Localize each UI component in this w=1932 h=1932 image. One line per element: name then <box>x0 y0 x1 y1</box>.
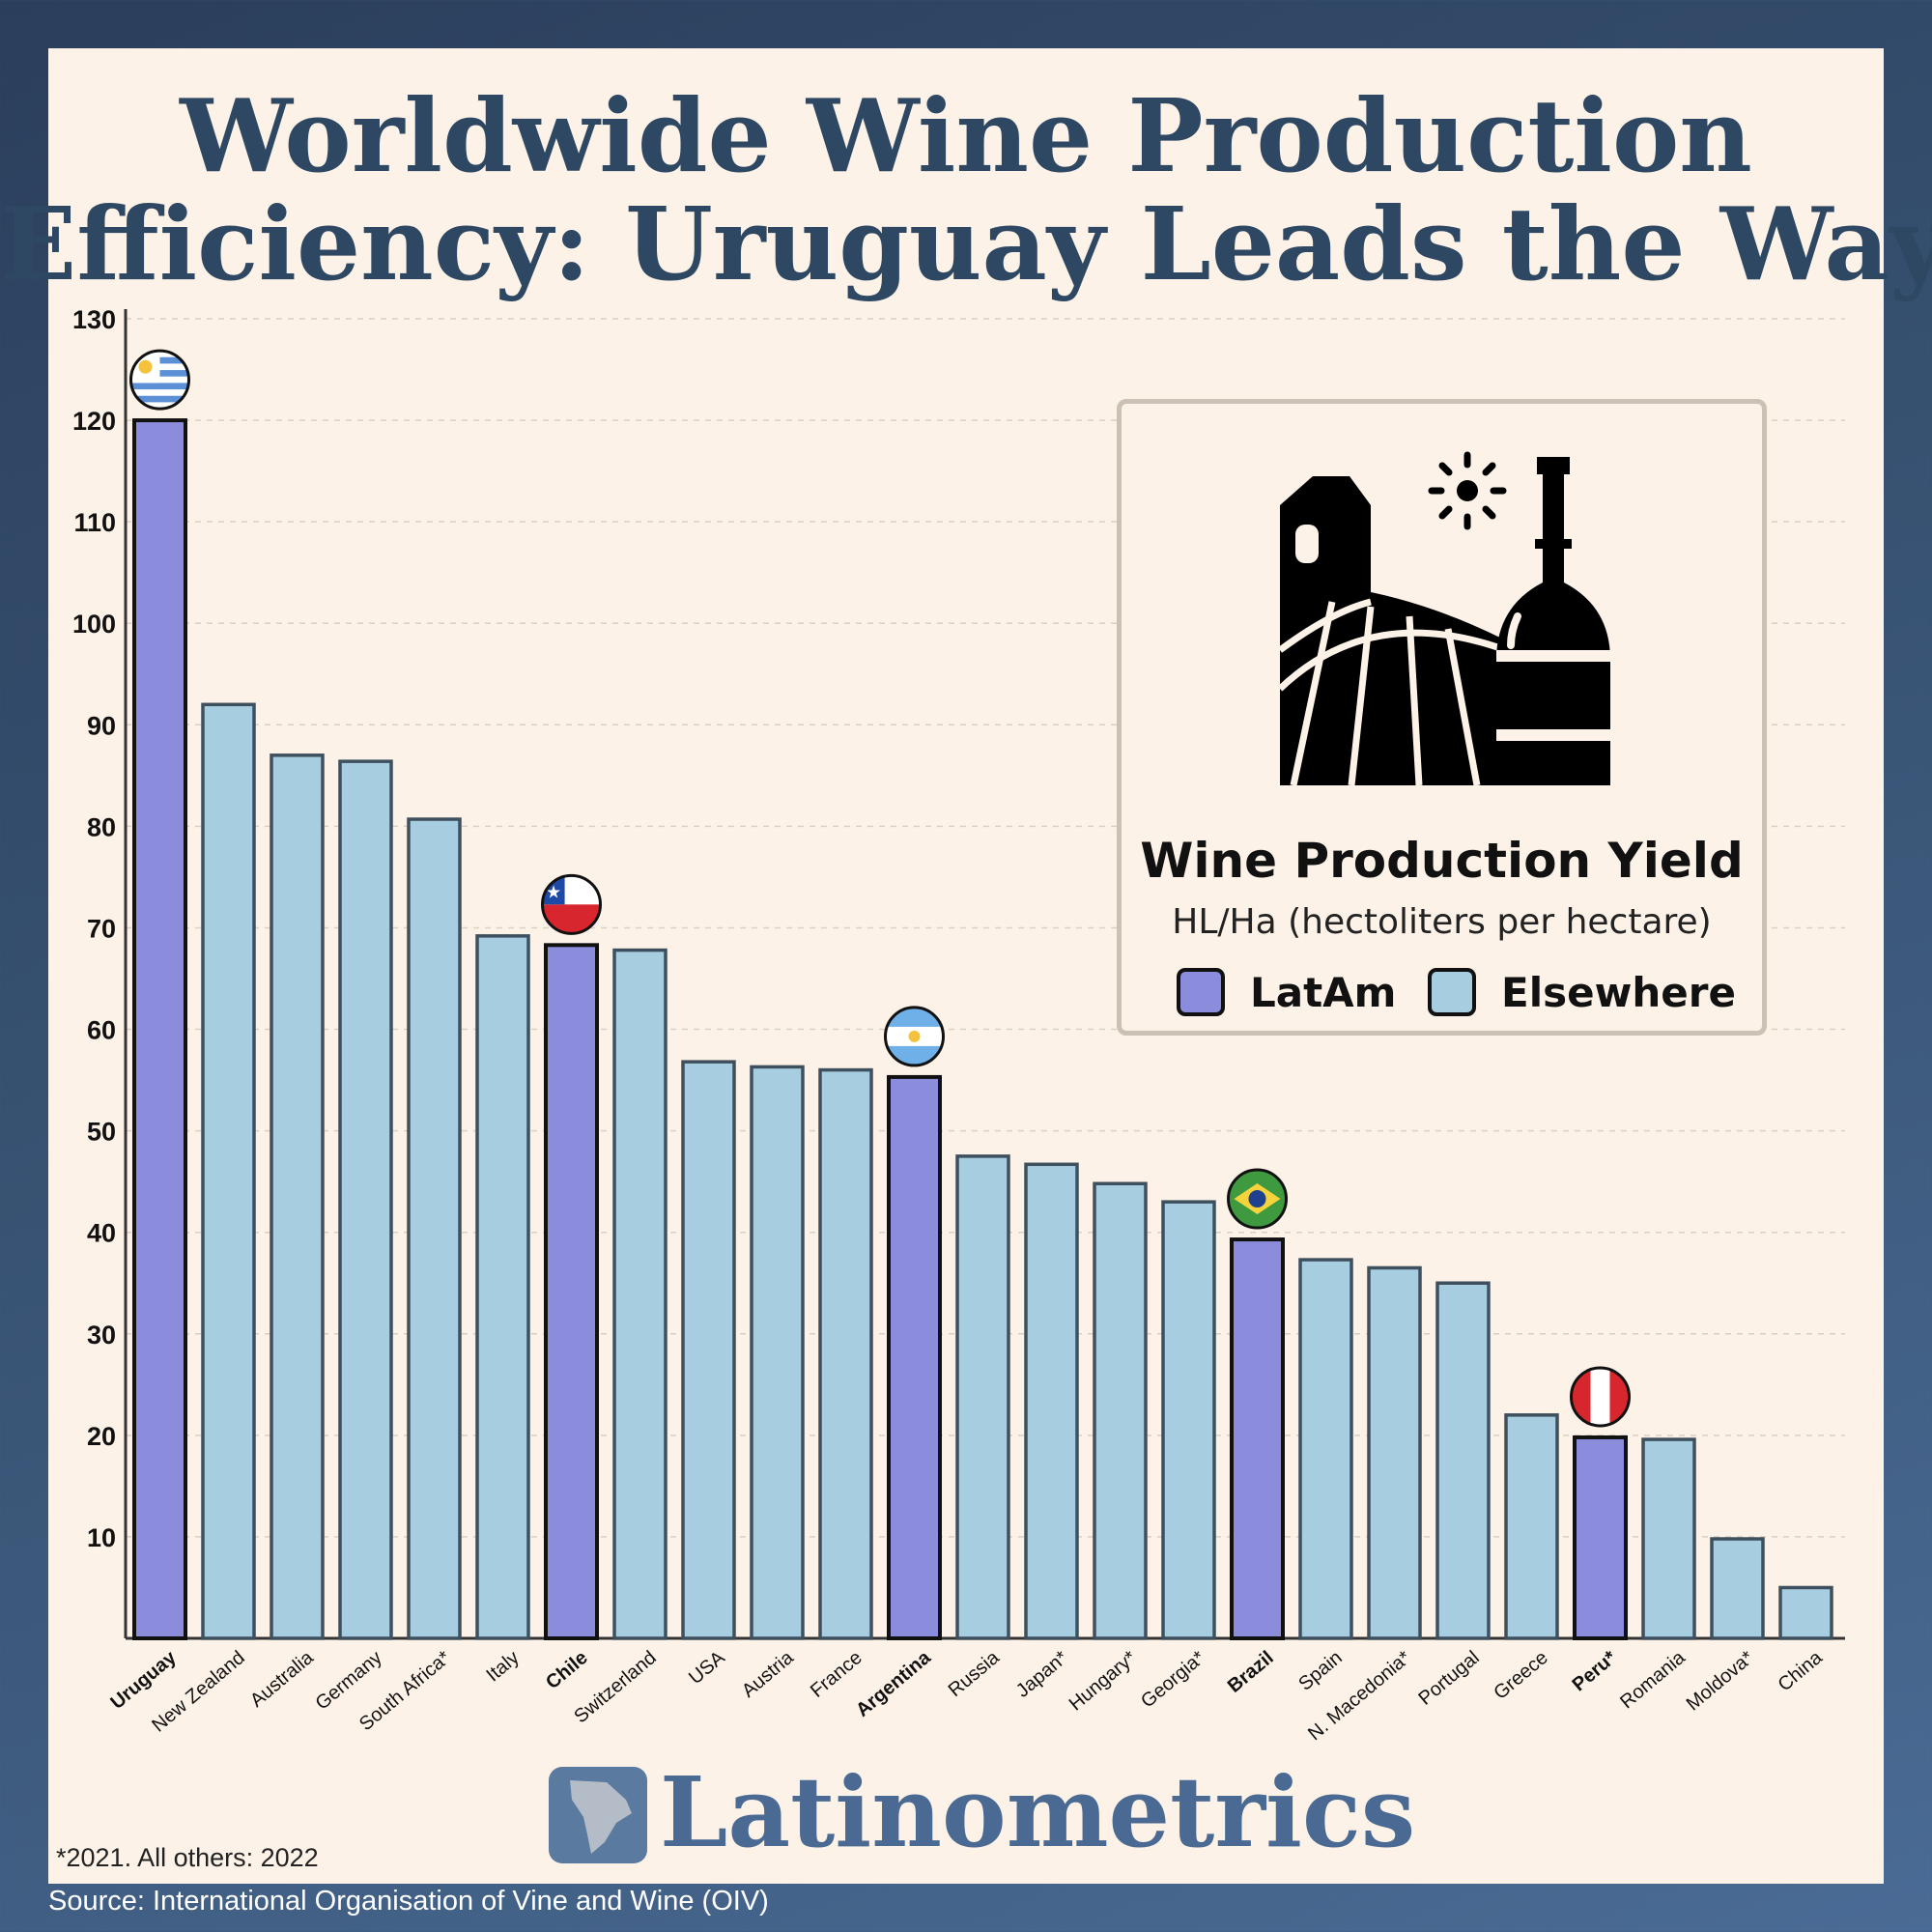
x-tick-label: Moldova* <box>1683 1647 1758 1716</box>
bar-italy <box>475 934 530 1640</box>
y-tick-label: 90 <box>87 711 116 740</box>
x-tick-label: Greece <box>1490 1647 1551 1704</box>
x-tick-label: Peru* <box>1569 1647 1621 1696</box>
legend-label-elsewhere: Elsewhere <box>1501 968 1736 1016</box>
x-tick-label: Austria <box>738 1646 798 1701</box>
legend-item-elsewhere: Elsewhere <box>1428 964 1736 1020</box>
y-tick-label: 40 <box>87 1219 116 1248</box>
bar-georgia <box>1161 1200 1216 1640</box>
brazil-flag-icon <box>1227 1168 1288 1230</box>
y-tick-label: 50 <box>87 1118 116 1147</box>
bar-france <box>818 1067 873 1640</box>
legend-swatch-latam <box>1177 968 1225 1016</box>
bar-romania <box>1641 1437 1696 1640</box>
legend-swatch-elsewhere <box>1428 968 1476 1016</box>
bar-greece <box>1504 1413 1559 1640</box>
y-tick-label: 120 <box>72 407 116 436</box>
legend-item-latam: LatAm <box>1177 964 1396 1020</box>
legend-items: LatAm Elsewhere <box>1177 964 1756 1022</box>
source-note: Source: International Organisation of Vi… <box>48 1886 769 1917</box>
title-line-1: Worldwide Wine Production <box>180 76 1752 195</box>
bar-spain <box>1298 1258 1353 1640</box>
bar-south-africa <box>407 817 462 1640</box>
y-tick-label: 70 <box>87 914 116 943</box>
x-tick-label: Georgia* <box>1137 1647 1209 1713</box>
y-tick-label: 100 <box>72 610 116 639</box>
x-tick-label: Spain <box>1294 1647 1346 1695</box>
x-tick-label: France <box>807 1647 867 1702</box>
y-tick-label: 130 <box>72 305 116 334</box>
x-tick-label: Hungary* <box>1065 1647 1141 1716</box>
legend-title: Wine Production Yield <box>1140 833 1744 889</box>
x-tick-label: Romania <box>1616 1646 1690 1713</box>
bar-argentina <box>887 1074 942 1640</box>
vineyard-farm-wine-bottle-icon <box>1277 451 1610 785</box>
legend-subtitle: HL/Ha (hectoliters per hectare) <box>1172 902 1712 942</box>
peru-flag-icon <box>1570 1366 1631 1428</box>
bar-austria <box>750 1065 805 1640</box>
x-tick-label: Russia <box>945 1646 1005 1701</box>
bar-moldova <box>1710 1537 1765 1640</box>
x-tick-label: Japan* <box>1012 1647 1072 1702</box>
bar-uruguay <box>132 418 187 1641</box>
x-tick-label: Chile <box>542 1647 592 1693</box>
uruguay-flag-icon <box>129 349 190 411</box>
bar-japan <box>1024 1162 1079 1640</box>
x-tick-label: USA <box>685 1647 729 1690</box>
x-tick-label: China <box>1775 1646 1828 1695</box>
y-tick-label: 110 <box>73 508 116 537</box>
x-tick-label: Australia <box>246 1646 318 1711</box>
brand-name: Latinometrics <box>660 1755 1416 1869</box>
bar-australia <box>270 753 325 1640</box>
bar-chile <box>544 943 599 1640</box>
bar-brazil <box>1230 1237 1285 1641</box>
title-line-2: Efficiency: Uruguay Leads the Way <box>0 185 1932 303</box>
bar-russia <box>955 1154 1010 1640</box>
bar-switzerland <box>612 948 668 1640</box>
bar-china <box>1778 1585 1833 1640</box>
chart-title: Worldwide Wine Production Efficiency: Ur… <box>0 82 1932 298</box>
bar-usa <box>681 1060 736 1640</box>
legend-box: Wine Production Yield HL/Ha (hectoliters… <box>1117 399 1767 1036</box>
argentina-flag-icon <box>884 1006 945 1067</box>
y-tick-label: 60 <box>87 1016 116 1045</box>
x-tick-label: Italy <box>482 1647 523 1686</box>
latinometrics-logo: Latinometrics <box>549 1755 1430 1873</box>
bar-n-macedonia <box>1367 1265 1422 1640</box>
bar-portugal <box>1435 1281 1491 1640</box>
x-tick-label: Argentina <box>852 1646 935 1720</box>
bar-germany <box>338 759 393 1640</box>
bar-hungary <box>1093 1181 1148 1640</box>
bar-new-zealand <box>201 702 256 1640</box>
y-tick-label: 10 <box>87 1523 116 1552</box>
latin-america-map-icon <box>549 1767 647 1863</box>
x-tick-label: Brazil <box>1224 1647 1278 1697</box>
x-tick-label: Portugal <box>1415 1647 1484 1710</box>
legend-label-latam: LatAm <box>1250 968 1397 1016</box>
footnote: *2021. All others: 2022 <box>56 1843 319 1872</box>
y-tick-label: 20 <box>87 1422 116 1451</box>
bar-peru <box>1573 1435 1628 1640</box>
y-tick-label: 30 <box>87 1321 116 1350</box>
y-tick-label: 80 <box>87 812 116 841</box>
chile-flag-icon: ★ <box>541 873 602 935</box>
